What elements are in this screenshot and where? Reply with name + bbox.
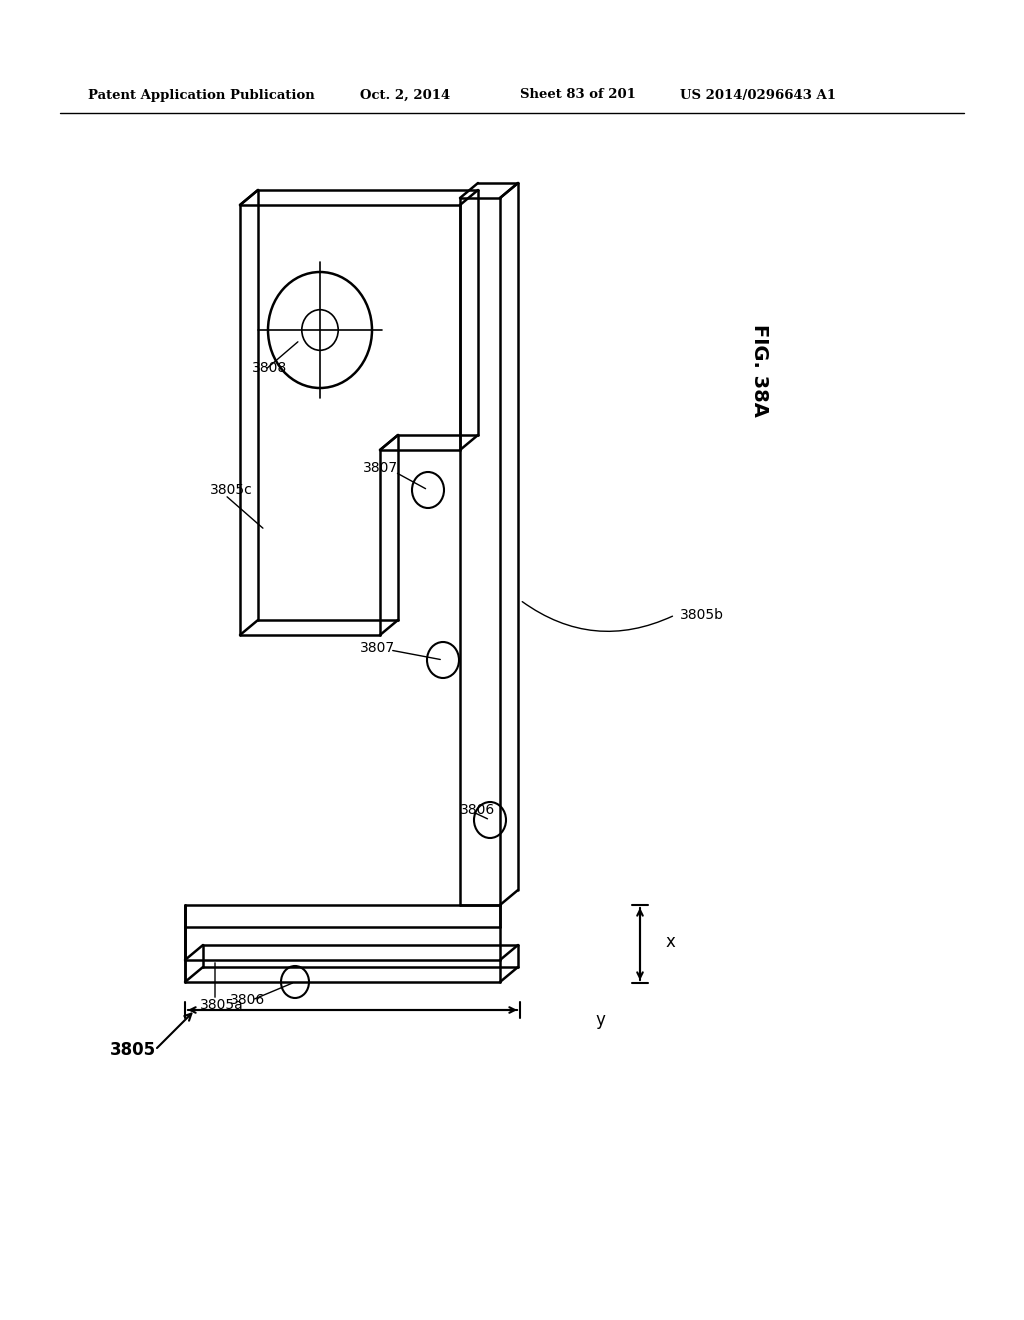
Text: 3805a: 3805a [200, 998, 244, 1012]
Text: 3806: 3806 [460, 803, 496, 817]
Text: 3805c: 3805c [210, 483, 253, 498]
Text: 3805b: 3805b [680, 609, 724, 622]
Text: FIG. 38A: FIG. 38A [751, 323, 769, 416]
Text: Oct. 2, 2014: Oct. 2, 2014 [360, 88, 451, 102]
Text: y: y [595, 1011, 605, 1030]
Text: Sheet 83 of 201: Sheet 83 of 201 [520, 88, 636, 102]
Text: x: x [665, 933, 675, 950]
Text: 3807: 3807 [360, 642, 395, 655]
Text: Patent Application Publication: Patent Application Publication [88, 88, 314, 102]
Text: 3808: 3808 [252, 360, 288, 375]
Text: 3807: 3807 [362, 461, 398, 475]
Text: 3805: 3805 [110, 1041, 156, 1059]
Text: 3806: 3806 [230, 993, 265, 1007]
Text: US 2014/0296643 A1: US 2014/0296643 A1 [680, 88, 836, 102]
